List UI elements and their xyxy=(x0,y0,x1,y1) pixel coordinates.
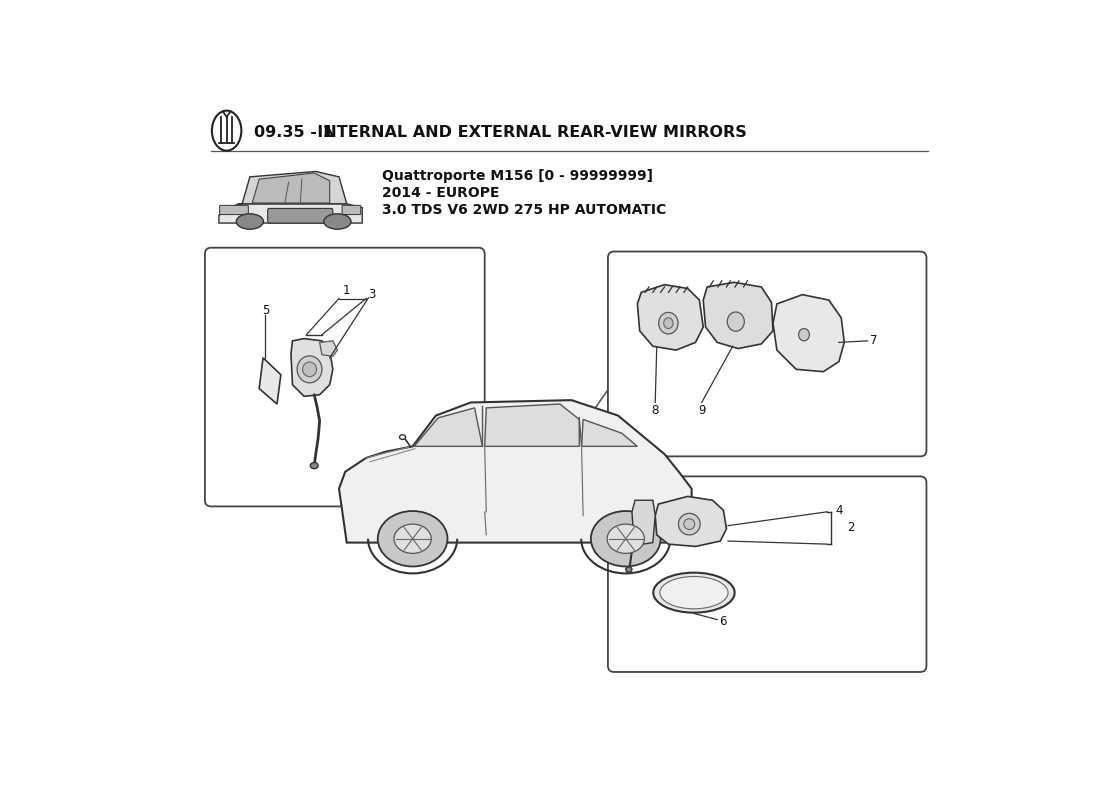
Polygon shape xyxy=(703,282,773,349)
Ellipse shape xyxy=(607,524,645,554)
Ellipse shape xyxy=(653,573,735,613)
FancyBboxPatch shape xyxy=(205,248,485,506)
Ellipse shape xyxy=(323,214,351,230)
FancyBboxPatch shape xyxy=(267,209,333,223)
Polygon shape xyxy=(631,500,656,544)
Ellipse shape xyxy=(302,362,317,377)
Polygon shape xyxy=(773,294,845,372)
Ellipse shape xyxy=(679,514,701,535)
FancyBboxPatch shape xyxy=(608,251,926,456)
Polygon shape xyxy=(485,404,580,446)
Text: 2014 - EUROPE: 2014 - EUROPE xyxy=(382,186,499,200)
Polygon shape xyxy=(292,338,333,396)
Text: 1: 1 xyxy=(343,283,351,297)
Text: 3.0 TDS V6 2WD 275 HP AUTOMATIC: 3.0 TDS V6 2WD 275 HP AUTOMATIC xyxy=(382,203,666,217)
Text: 4: 4 xyxy=(835,504,843,517)
Text: 9: 9 xyxy=(698,404,705,417)
Polygon shape xyxy=(219,204,362,223)
Ellipse shape xyxy=(799,329,810,341)
Ellipse shape xyxy=(660,577,728,609)
Ellipse shape xyxy=(310,462,318,469)
Polygon shape xyxy=(582,419,637,446)
Ellipse shape xyxy=(663,318,673,329)
Polygon shape xyxy=(415,408,483,446)
Ellipse shape xyxy=(297,356,322,383)
Ellipse shape xyxy=(212,110,241,150)
Ellipse shape xyxy=(399,435,406,439)
Ellipse shape xyxy=(394,524,431,554)
Polygon shape xyxy=(637,285,703,350)
Ellipse shape xyxy=(591,511,661,566)
Polygon shape xyxy=(656,496,726,546)
Text: 8: 8 xyxy=(651,404,659,417)
Text: 6: 6 xyxy=(719,614,726,628)
Ellipse shape xyxy=(684,518,695,530)
FancyBboxPatch shape xyxy=(608,476,926,672)
Ellipse shape xyxy=(626,567,631,572)
Text: 5: 5 xyxy=(262,303,270,317)
Text: 09.35 - 1: 09.35 - 1 xyxy=(254,125,333,140)
Text: INTERNAL AND EXTERNAL REAR-VIEW MIRRORS: INTERNAL AND EXTERNAL REAR-VIEW MIRRORS xyxy=(307,125,747,140)
Text: 7: 7 xyxy=(870,334,878,347)
Ellipse shape xyxy=(377,511,448,566)
Polygon shape xyxy=(252,173,330,203)
Polygon shape xyxy=(339,400,692,542)
Polygon shape xyxy=(320,341,338,356)
FancyBboxPatch shape xyxy=(220,206,249,214)
Polygon shape xyxy=(239,171,346,204)
Polygon shape xyxy=(260,358,280,404)
Text: 2: 2 xyxy=(847,521,855,534)
FancyBboxPatch shape xyxy=(342,206,361,214)
Ellipse shape xyxy=(659,312,678,334)
Ellipse shape xyxy=(236,214,263,230)
Text: 3: 3 xyxy=(368,288,376,301)
Ellipse shape xyxy=(727,312,745,331)
Text: Quattroporte M156 [0 - 99999999]: Quattroporte M156 [0 - 99999999] xyxy=(382,169,652,183)
